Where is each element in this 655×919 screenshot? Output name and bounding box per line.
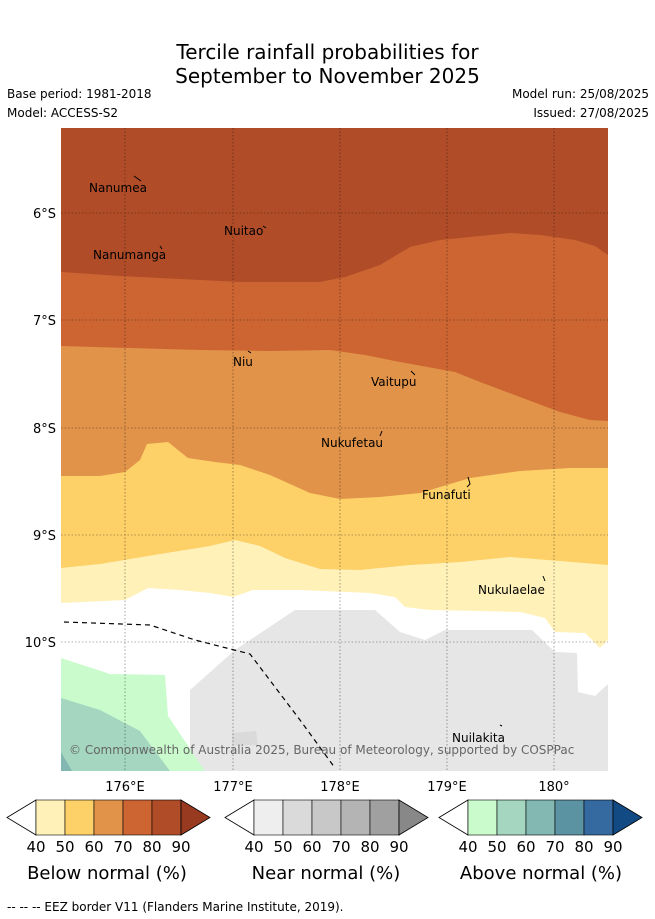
below-colorbar-tick-label: 40 — [26, 838, 45, 856]
above-colorbar-swatch — [525, 799, 556, 836]
below-colorbar-tick-label: 70 — [113, 838, 132, 856]
graticule — [61, 128, 608, 771]
copyright: © Commonwealth of Australia 2025, Bureau… — [69, 743, 574, 757]
zone-above-50 — [61, 698, 170, 771]
above-colorbar-tick-label: 60 — [516, 838, 535, 856]
zone-near-50 — [232, 731, 258, 746]
base-period: Base period: 1981-2018 — [7, 87, 152, 101]
near-colorbar-swatch — [340, 799, 371, 836]
near-colorbar-swatch — [282, 799, 313, 836]
colorbar-near-normal: 40 50 60 70 80 90 — [224, 799, 429, 856]
below-colorbar-tick-label: 60 — [84, 838, 103, 856]
lon-label-177e: 177°E — [213, 780, 253, 795]
near-colorbar-tick-label: 90 — [389, 838, 408, 856]
lon-label-179e: 179°E — [427, 780, 467, 795]
below-colorbar-swatch — [122, 799, 153, 836]
below-colorbar-swatch — [35, 799, 66, 836]
near-colorbar-high-arrow — [398, 799, 429, 836]
above-colorbar-swatch — [554, 799, 585, 836]
near-colorbar-tick-label: 40 — [244, 838, 263, 856]
above-colorbar-tick-label: 70 — [545, 838, 564, 856]
above-colorbar-tick-label: 90 — [603, 838, 622, 856]
island-marks — [133, 175, 546, 727]
above-colorbar-swatch — [583, 799, 614, 836]
eez-footnote: -- -- -- EEZ border V11 (Flanders Marine… — [7, 900, 344, 914]
above-colorbar-swatch — [496, 799, 527, 836]
lat-label-9s: 9°S — [33, 529, 56, 544]
lon-label-178e: 178°E — [320, 780, 360, 795]
below-colorbar-tick-label: 90 — [171, 838, 190, 856]
place-nanumanga: Nanumanga — [93, 248, 166, 262]
below-colorbar-swatch — [151, 799, 182, 836]
colorbar-above-normal: 40 50 60 70 80 90 — [438, 799, 643, 856]
below-colorbar-high-arrow — [180, 799, 211, 836]
below-colorbar-tick-label: 80 — [142, 838, 161, 856]
near-colorbar-swatch — [311, 799, 342, 836]
colorbar-below-normal: 40 50 60 70 80 90 — [6, 799, 211, 856]
near-colorbar-tick-label: 70 — [331, 838, 350, 856]
legend-title-below: Below normal (%) — [27, 863, 187, 884]
lat-label-10s: 10°S — [25, 636, 56, 651]
below-colorbar-low-arrow — [6, 799, 37, 836]
below-colorbar-tick-label: 50 — [55, 838, 74, 856]
place-nukulaelae: Nukulaelae — [478, 583, 545, 597]
legend-title-above: Above normal (%) — [459, 863, 623, 884]
near-colorbar-tick-label: 80 — [360, 838, 379, 856]
chart-title: Tercile rainfall probabilities for Septe… — [0, 40, 655, 88]
near-colorbar-tick-label: 60 — [302, 838, 321, 856]
lon-label-180: 180° — [538, 780, 569, 795]
below-colorbar-swatch — [64, 799, 95, 836]
place-nanumea: Nanumea — [89, 181, 147, 195]
title-line-2: September to November 2025 — [175, 64, 480, 88]
model-run: Model run: 25/08/2025 — [511, 87, 649, 101]
near-colorbar-tick-label: 50 — [273, 838, 292, 856]
zone-near-40 — [190, 610, 608, 771]
above-colorbar-high-arrow — [612, 799, 643, 836]
near-colorbar-swatch — [369, 799, 400, 836]
zone-above-60 — [61, 752, 72, 771]
eez-border — [63, 621, 336, 769]
legend-title-near: Near normal (%) — [251, 863, 401, 884]
above-colorbar-swatch — [467, 799, 498, 836]
map-field: Nanumea Nuitao Nanumanga Niu Vaitupu Nuk… — [61, 128, 608, 771]
near-colorbar-swatch — [253, 799, 284, 836]
lat-label-6s: 6°S — [33, 207, 56, 222]
model-name: Model: ACCESS-S2 — [7, 106, 119, 120]
place-nuilakita: Nuilakita — [452, 731, 505, 745]
near-colorbar-low-arrow — [224, 799, 255, 836]
place-nuitao: Nuitao — [224, 224, 263, 238]
below-colorbar-swatch — [93, 799, 124, 836]
place-nukufetau: Nukufetau — [321, 436, 383, 450]
lat-label-7s: 7°S — [33, 314, 56, 329]
above-colorbar-tick-label: 80 — [574, 838, 593, 856]
place-funafuti: Funafuti — [422, 488, 471, 502]
place-vaitupu: Vaitupu — [371, 375, 417, 389]
above-colorbar-tick-label: 50 — [487, 838, 506, 856]
issued-date: Issued: 27/08/2025 — [533, 106, 649, 120]
above-colorbar-tick-label: 40 — [458, 838, 477, 856]
place-niu: Niu — [233, 355, 253, 369]
title-line-1: Tercile rainfall probabilities for — [176, 40, 479, 64]
lat-label-8s: 8°S — [33, 422, 56, 437]
lon-label-176e: 176°E — [105, 780, 145, 795]
above-colorbar-low-arrow — [438, 799, 469, 836]
